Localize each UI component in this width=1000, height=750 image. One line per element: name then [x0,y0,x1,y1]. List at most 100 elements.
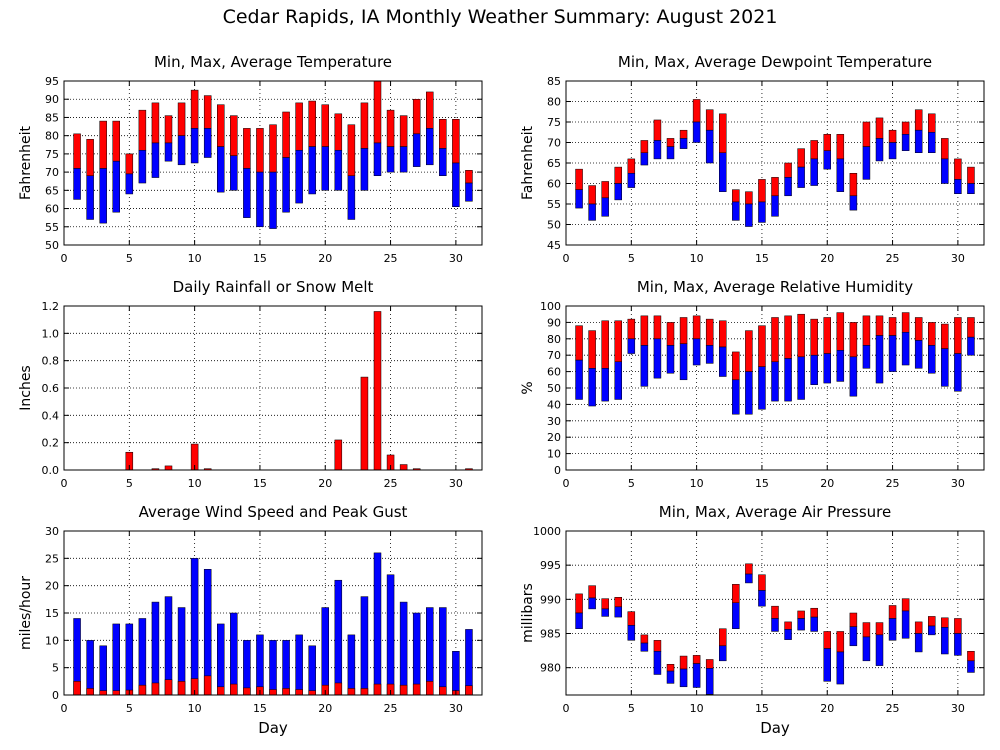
bar-gust [217,623,225,696]
bar-wind [112,690,120,696]
x-tick-label: 10 [690,477,704,490]
bar-gust [399,601,408,696]
bar-lower [745,573,753,584]
bar-upper [941,323,949,349]
x-axis-label: Day [760,719,790,737]
bar-lower [347,175,356,220]
x-tick-label: 30 [449,252,463,265]
x-tick-label: 25 [384,702,398,715]
bar-upper [719,320,727,348]
bar-lower [640,345,649,387]
bar-gust [360,596,369,696]
bar-upper [823,631,831,649]
bar-lower [823,648,831,682]
x-tick-label: 5 [628,252,635,265]
bar-wind [243,687,251,696]
chart-title: Daily Rainfall or Snow Melt [173,278,374,296]
x-tick-label: 15 [755,252,769,265]
y-tick-label: 20 [547,431,561,444]
bar-upper [125,153,134,175]
x-tick-label: 25 [886,702,900,715]
y-tick-label: 55 [45,221,59,234]
bar-lower [465,182,473,202]
x-tick-label: 25 [384,252,398,265]
bar-upper [614,320,622,363]
y-tick-label: 25 [45,552,59,565]
bar-lower [588,203,596,221]
pressure-chart: Min, Max, Average Air Pressure 980 985 990 9… [520,503,985,737]
bar-lower [941,627,949,655]
bar-gust [347,634,356,696]
bar-upper [640,140,649,153]
bar-lower [836,651,845,685]
bar-upper [692,655,701,664]
bar-lower [954,179,962,194]
bar-wind [177,681,186,696]
y-tick-label: 0.8 [42,355,60,368]
bar-lower [679,138,688,149]
bar-lower [810,158,818,186]
bar-lower [203,128,212,158]
bar-lower [190,128,199,164]
bar-lower [941,348,949,387]
bar-lower [758,201,766,223]
x-tick-label: 15 [755,702,769,715]
bar-upper [914,317,923,341]
x-axis-label: Day [258,719,288,737]
bar-upper [875,315,884,336]
bar-upper [243,128,251,169]
y-tick-label: 10 [547,448,561,461]
bar-wind [164,679,173,696]
bar-lower [614,183,622,201]
bar-lower [849,356,858,397]
bar-wind [347,688,356,696]
bar-wind [230,683,238,696]
bar-upper [745,563,753,575]
bar-upper [465,170,473,184]
temperature-chart: Min, Max, Average Temperature50556065707… [18,53,483,265]
bar-upper [705,659,714,669]
y-tick-label: 45 [547,239,561,252]
bar-upper [203,95,212,129]
x-tick-label: 0 [61,252,68,265]
bar-lower [112,160,120,213]
bar-upper [308,100,316,147]
bar-upper [627,318,636,340]
bar-lower [679,343,688,381]
bar-lower [888,335,897,372]
bar-lower [862,345,871,369]
y-tick-label: 85 [45,111,59,124]
bar-lower [601,368,609,402]
bar-lower [771,618,779,632]
bar-lower [399,146,408,173]
bar-upper [849,173,858,197]
bar-lower [256,171,264,228]
bar-lower [164,142,173,162]
y-tick-label: 5 [52,662,59,675]
x-tick-label: 25 [886,252,900,265]
bar-lower [849,626,858,647]
bar-wind [412,683,421,696]
bar-lower [679,668,688,688]
y-axis-label: % [520,381,536,394]
bar-gust [321,607,329,696]
bar-upper [334,113,343,151]
bar-upper [86,139,94,177]
bar-upper [784,162,792,178]
bar-upper [954,317,962,354]
bar-lower [967,660,975,673]
y-axis-label: Fahrenheit [18,125,34,200]
x-tick-label: 0 [563,702,570,715]
bar-gust [452,651,460,696]
bar-lower [601,197,609,217]
bar-upper [692,315,701,340]
bar-lower [901,610,910,639]
bar-wind [86,688,94,696]
bar-lower [914,129,923,153]
x-tick-label: 10 [690,702,704,715]
bar-lower [914,633,923,653]
x-tick-label: 15 [253,252,267,265]
bar-upper [771,177,779,197]
bar-wind [151,682,160,696]
